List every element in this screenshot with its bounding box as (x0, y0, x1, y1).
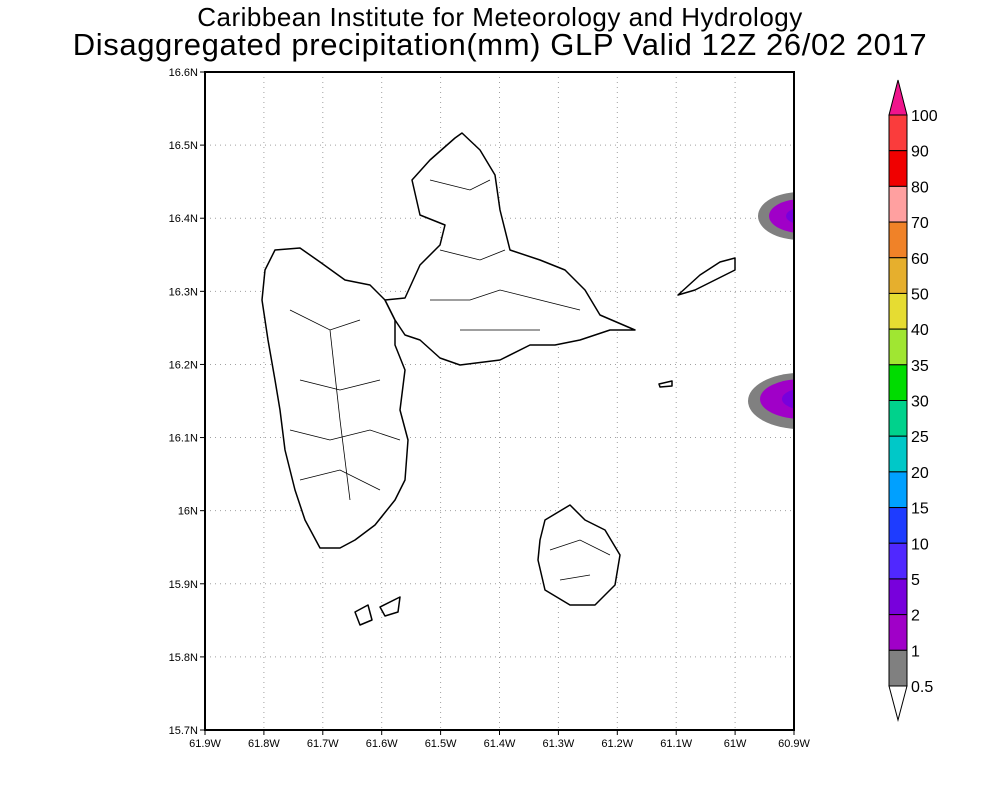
precip-blob-north (758, 192, 794, 240)
lon-tick-label: 61.6W (366, 738, 398, 750)
colorbar-box (888, 221, 908, 259)
colorbar-box (888, 328, 908, 366)
la-desirade-island (677, 257, 736, 296)
marie-galante-island (537, 504, 621, 606)
gridlines (205, 72, 794, 730)
colorbar-box (888, 400, 908, 437)
colorbar-box (888, 649, 908, 687)
colorbar-box (888, 185, 908, 223)
colorbar-label: 25 (911, 429, 929, 446)
lat-tick-label: 16.6N (169, 67, 198, 79)
colorbar-box (888, 614, 908, 651)
colorbar-label: 2 (911, 608, 920, 625)
colorbar-box (888, 364, 908, 401)
lon-tick-label: 61.9W (189, 738, 221, 750)
precip-blob-south (748, 373, 794, 429)
petite-terre (658, 380, 673, 388)
lon-tick-label: 61.5W (425, 738, 457, 750)
colorbar-label: 40 (911, 322, 929, 339)
lon-tick-label: 61W (724, 738, 747, 750)
colorbar-box (888, 435, 908, 473)
colorbar-label: 100 (911, 108, 938, 125)
lat-tick-label: 16.1N (169, 433, 198, 445)
lon-tick-label: 61.2W (601, 738, 633, 750)
colorbar-label: 20 (911, 465, 929, 482)
colorbar-label: 15 (911, 501, 929, 518)
lat-tick-label: 16.4N (169, 213, 198, 225)
lat-tick-label: 15.7N (169, 725, 198, 737)
lat-tick-label: 16N (178, 506, 198, 518)
colorbar-label: 1 (911, 643, 920, 660)
colorbar-label: 10 (911, 536, 929, 553)
colorbar-box (888, 257, 908, 294)
lat-tick-label: 16.2N (169, 359, 198, 371)
colorbar-over-triangle (888, 79, 908, 116)
colorbar-box (888, 507, 908, 544)
lon-tick-label: 61.1W (660, 738, 692, 750)
colorbar-label: 35 (911, 358, 929, 375)
lon-tick-label: 61.3W (543, 738, 575, 750)
axis-ticks: 61.9W 61.8W 61.7W 61.6W 61.5W 61.4W 61.3W 61.2W… (169, 67, 811, 750)
colorbar-box (888, 150, 908, 187)
les-saintes-west (354, 604, 373, 626)
colorbar-box (888, 578, 908, 616)
lon-tick-label: 61.7W (307, 738, 339, 750)
colorbar-label: 90 (911, 144, 929, 161)
lat-tick-label: 15.8N (169, 652, 198, 664)
colorbar-label: 50 (911, 286, 929, 303)
colorbar-under-triangle (888, 685, 908, 722)
colorbar-label: 60 (911, 251, 929, 268)
colorbar-label: 30 (911, 394, 929, 411)
colorbar-box (888, 471, 908, 509)
colorbar-label: 80 (911, 179, 929, 196)
lon-tick-label: 61.4W (484, 738, 516, 750)
lat-tick-label: 16.3N (169, 286, 198, 298)
les-saintes-east (379, 596, 401, 617)
lon-tick-label: 60.9W (778, 738, 810, 750)
coastlines (261, 132, 736, 626)
precip-field (748, 192, 794, 429)
watershed-lines (289, 179, 611, 581)
lat-tick-label: 16.5N (169, 140, 198, 152)
lat-tick-label: 15.9N (169, 579, 198, 591)
title-line-1: Caribbean Institute for Meteorology and … (197, 2, 803, 32)
colorbar-label: 0.5 (911, 679, 933, 696)
title-line-2: Disaggregated precipitation(mm) GLP Vali… (72, 27, 928, 62)
colorbar-label: 70 (911, 215, 929, 232)
colorbar-box (888, 292, 908, 330)
basse-terre-island (261, 247, 409, 549)
colorbar-box (888, 542, 908, 580)
lon-tick-label: 61.8W (248, 738, 280, 750)
colorbar-box (888, 114, 908, 152)
grande-terre-island (384, 132, 636, 366)
colorbar: 100 90 80 70 60 50 40 35 30 25 20 15 10 5 2 1 0.5 (888, 79, 938, 722)
colorbar-label: 5 (911, 572, 920, 589)
